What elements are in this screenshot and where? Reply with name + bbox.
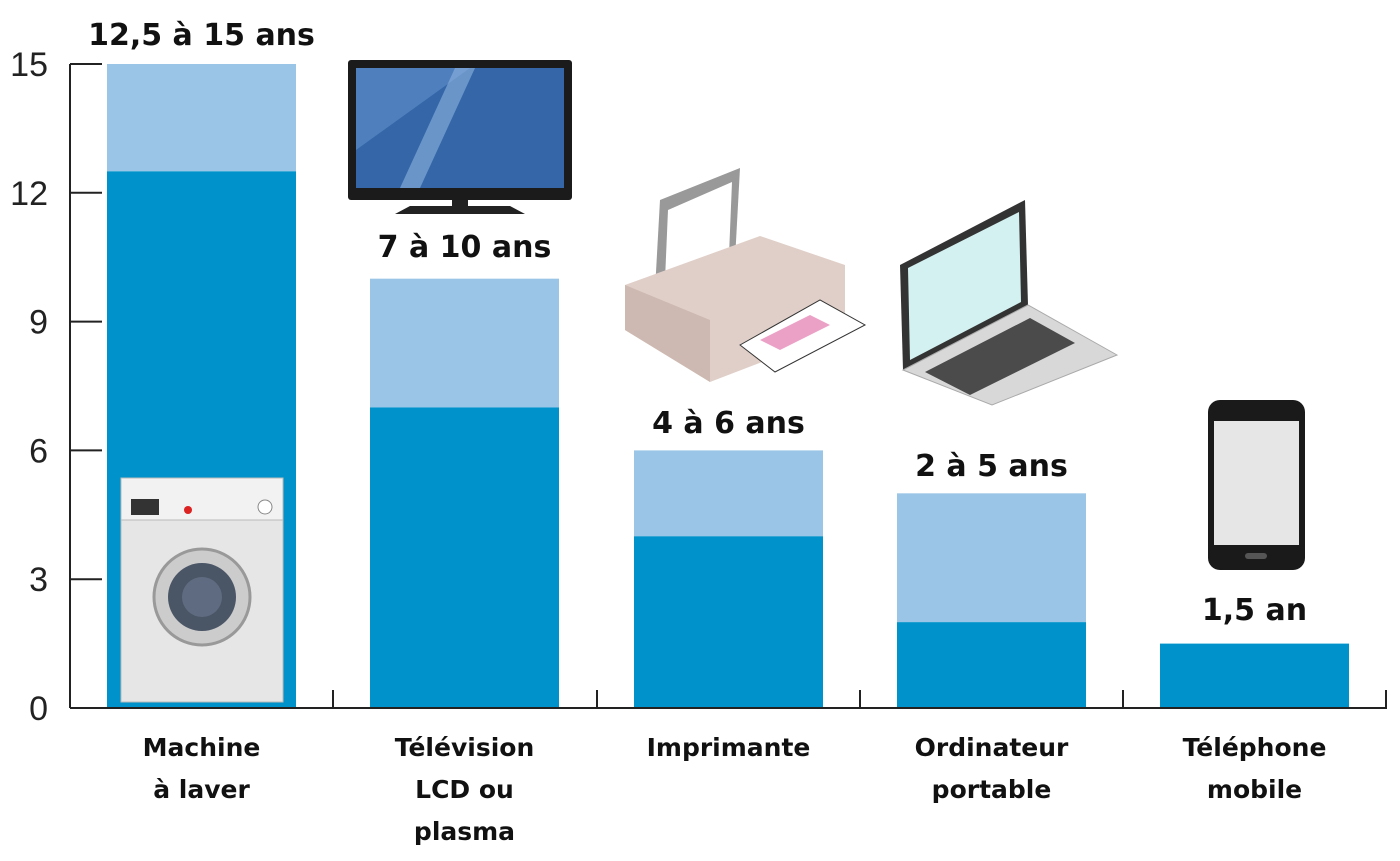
category-label: Ordinateur — [915, 733, 1069, 762]
y-tick-label: 15 — [10, 46, 48, 84]
bar-range — [634, 450, 823, 537]
value-label: 12,5 à 15 ans — [88, 18, 315, 53]
category-label: Imprimante — [647, 733, 811, 762]
printer-icon — [625, 168, 867, 382]
washer-display — [131, 499, 159, 515]
y-tick-label: 12 — [10, 175, 48, 213]
tv-stand — [395, 206, 525, 214]
y-tick-label: 6 — [29, 432, 48, 470]
washing-machine-icon — [120, 477, 284, 703]
bar-min — [897, 622, 1086, 708]
washer-inner — [182, 577, 222, 617]
bar-range — [897, 493, 1086, 623]
phone-button — [1245, 553, 1267, 559]
category-label: plasma — [414, 817, 515, 846]
category-label: LCD ou — [415, 775, 514, 804]
y-tick-label: 3 — [29, 561, 48, 599]
washer-knob — [257, 499, 273, 515]
television-icon — [348, 60, 572, 214]
phone-screen — [1214, 421, 1299, 545]
category-label: mobile — [1207, 775, 1302, 804]
category-label: Télévision — [395, 733, 535, 762]
value-label: 1,5 an — [1202, 593, 1307, 628]
category-label: portable — [932, 775, 1052, 804]
y-tick-label: 9 — [29, 304, 48, 342]
category-label: à laver — [153, 775, 250, 804]
category-label: Téléphone — [1183, 733, 1327, 762]
bar-min — [370, 407, 559, 708]
washer-led — [184, 506, 192, 514]
y-tick-label: 0 — [29, 690, 48, 728]
tv-neck — [452, 200, 468, 208]
laptop-keyboard — [925, 318, 1075, 395]
value-label: 4 à 6 ans — [652, 406, 805, 441]
bar-range — [107, 64, 296, 172]
category-label: Machine — [143, 733, 261, 762]
value-label: 2 à 5 ans — [915, 449, 1068, 484]
tv-glare — [400, 68, 475, 188]
printer-print — [760, 315, 830, 350]
bar-min — [634, 536, 823, 708]
bar-min — [1160, 643, 1349, 708]
printer-front — [625, 285, 710, 382]
laptop-icon — [900, 200, 1119, 406]
smartphone-icon — [1208, 400, 1305, 570]
value-label: 7 à 10 ans — [378, 230, 552, 265]
laptop-screen — [908, 212, 1021, 360]
bar-range — [370, 278, 559, 408]
tv-glare — [356, 68, 470, 150]
